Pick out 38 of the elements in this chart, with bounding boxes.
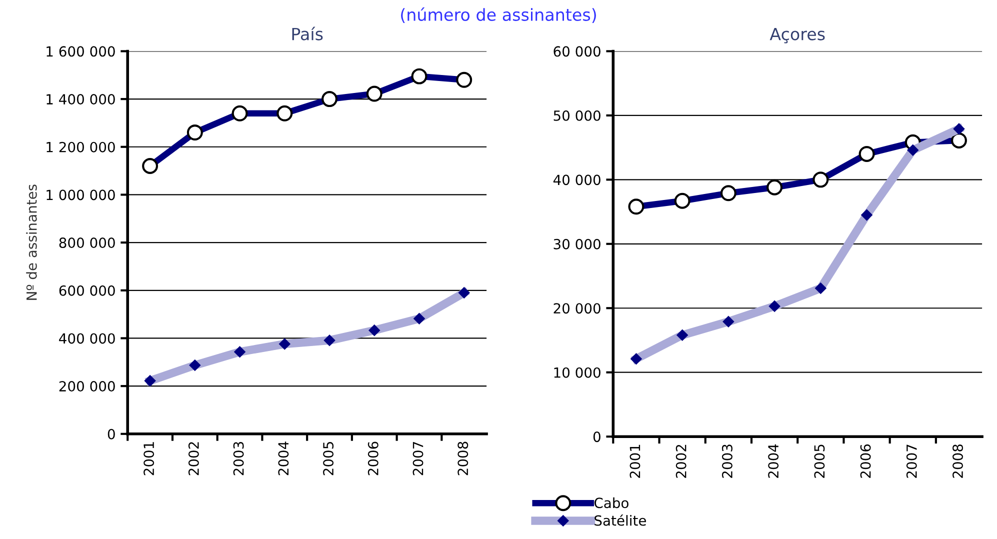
y-axis-title: Nº de assinantes [26, 184, 37, 300]
x-tick-label: 2003 [722, 444, 732, 478]
x-tick-label: 2001 [144, 442, 154, 476]
y-tick-label: 400 000 [59, 333, 115, 344]
y-tick-label: 0 [108, 428, 115, 440]
y-tick-label: 600 000 [59, 285, 115, 296]
x-tick-label: 2002 [676, 444, 686, 478]
y-tick-label: 800 000 [59, 238, 115, 248]
x-tick-label: 2006 [860, 444, 871, 478]
legend-label: Cabo [594, 497, 628, 508]
y-tick-label: 1 600 000 [46, 46, 115, 57]
y-tick-label: 60 000 [554, 46, 600, 57]
y-tick-label: 0 [593, 432, 600, 442]
x-tick-label: 2008 [952, 444, 964, 478]
legend-label: Satélite [594, 514, 646, 526]
x-tick-label: 2007 [412, 442, 424, 476]
chart-subtitle: (número de assinantes) [401, 7, 596, 23]
y-tick-label: 1 200 000 [46, 142, 115, 152]
x-tick-label: 2008 [458, 442, 468, 476]
x-tick-label: 2005 [814, 444, 825, 478]
y-tick-label: 1 400 000 [46, 94, 115, 105]
x-tick-label: 2003 [233, 442, 244, 476]
chart-title: Açores [770, 28, 825, 44]
x-tick-label: 2002 [188, 442, 199, 476]
y-tick-label: 10 000 [554, 367, 600, 378]
y-tick-label: 1 000 000 [46, 190, 115, 200]
y-tick-label: 200 000 [59, 381, 115, 392]
x-tick-label: 2004 [768, 444, 779, 478]
x-tick-label: 2006 [368, 442, 378, 476]
x-tick-label: 2004 [278, 442, 289, 476]
y-tick-label: 50 000 [554, 110, 600, 121]
y-tick-label: 30 000 [554, 238, 600, 250]
x-tick-label: 2007 [906, 444, 917, 478]
x-tick-label: 2005 [323, 442, 334, 476]
chart-title: País [292, 26, 323, 40]
x-tick-label: 2001 [630, 444, 640, 478]
y-tick-label: 20 000 [554, 303, 600, 314]
y-tick-label: 40 000 [553, 174, 600, 186]
